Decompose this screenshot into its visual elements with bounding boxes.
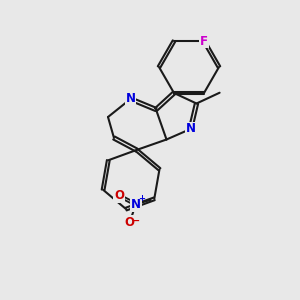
Text: +: + — [138, 194, 145, 203]
Text: N: N — [131, 198, 141, 211]
Text: −: − — [132, 215, 140, 225]
Text: N: N — [185, 122, 196, 136]
Text: O: O — [125, 216, 135, 229]
Text: O: O — [114, 189, 124, 202]
Text: N: N — [125, 92, 136, 106]
Text: F: F — [200, 34, 208, 47]
